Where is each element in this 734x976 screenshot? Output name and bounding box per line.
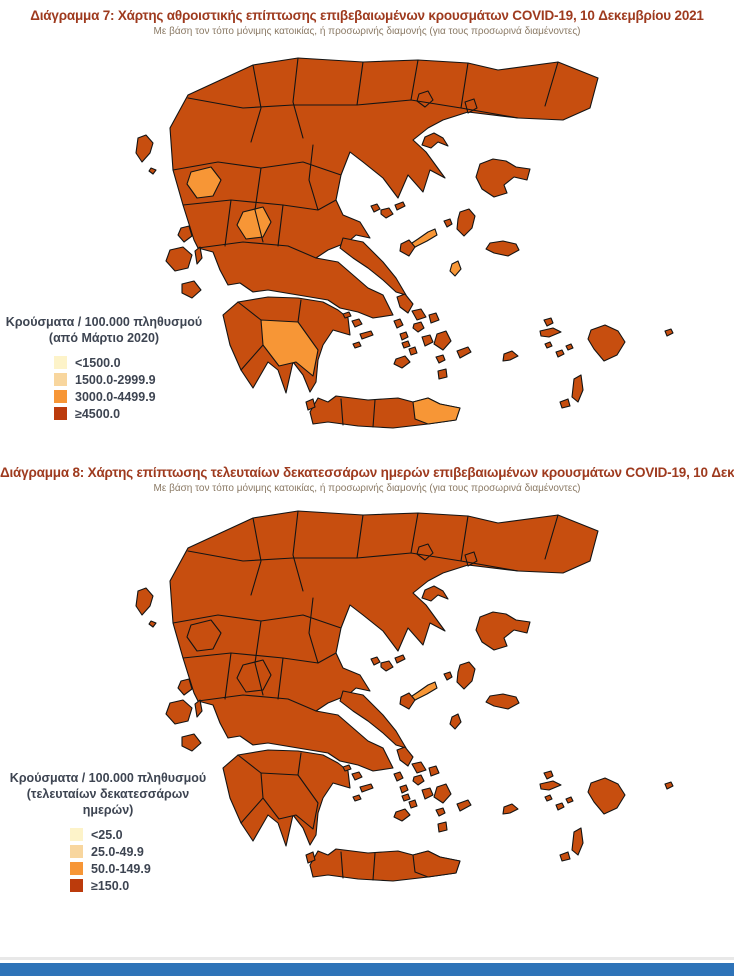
legend-swatch-icon — [54, 407, 67, 420]
prefecture-borders — [172, 510, 559, 881]
figure8-title: Διάγραμμα 8: Χάρτης επίπτωσης τελευταίων… — [0, 465, 734, 480]
page-divider-line — [0, 957, 734, 960]
greece-map-cumulative — [113, 50, 683, 458]
legend-item: 1500.0-2999.9 — [54, 371, 204, 388]
legend-cumulative: Κρούσματα / 100.000 πληθυσμού (από Μάρτι… — [4, 314, 204, 422]
legend-14day: Κρούσματα / 100.000 πληθυσμού (τελευταίω… — [0, 770, 216, 894]
legend-item: ≥150.0 — [70, 877, 216, 894]
legend-swatch-icon — [70, 879, 83, 892]
legend-swatch-icon — [54, 356, 67, 369]
greece-map-svg — [135, 510, 674, 882]
legend-item: ≥4500.0 — [54, 405, 204, 422]
greece-map-14day — [113, 503, 683, 911]
legend-swatch-icon — [70, 862, 83, 875]
legend-swatch-icon — [54, 373, 67, 386]
legend-item: <25.0 — [70, 826, 216, 843]
legend-item: 3000.0-4499.9 — [54, 388, 204, 405]
legend-swatch-icon — [70, 828, 83, 841]
legend-swatch-icon — [54, 390, 67, 403]
figure8-subtitle: Με βάση τον τόπο μόνιμης κατοικίας, ή πρ… — [153, 483, 581, 494]
greece-map-svg — [135, 57, 674, 429]
figure7-title: Διάγραμμα 7: Χάρτης αθροιστικής επίπτωση… — [30, 8, 704, 23]
footer-accent-bar — [0, 963, 734, 976]
legend-item: 25.0-49.9 — [70, 843, 216, 860]
legend-title: Κρούσματα / 100.000 πληθυσμού (από Μάρτι… — [5, 315, 203, 345]
legend-swatch-icon — [70, 845, 83, 858]
figure7-subtitle: Με βάση τον τόπο μόνιμης κατοικίας, ή πρ… — [153, 26, 581, 37]
prefecture-borders — [172, 57, 559, 428]
legend-item: <1500.0 — [54, 354, 204, 371]
legend-item: 50.0-149.9 — [70, 860, 216, 877]
legend-title: Κρούσματα / 100.000 πληθυσμού (τελευταίω… — [9, 771, 207, 817]
